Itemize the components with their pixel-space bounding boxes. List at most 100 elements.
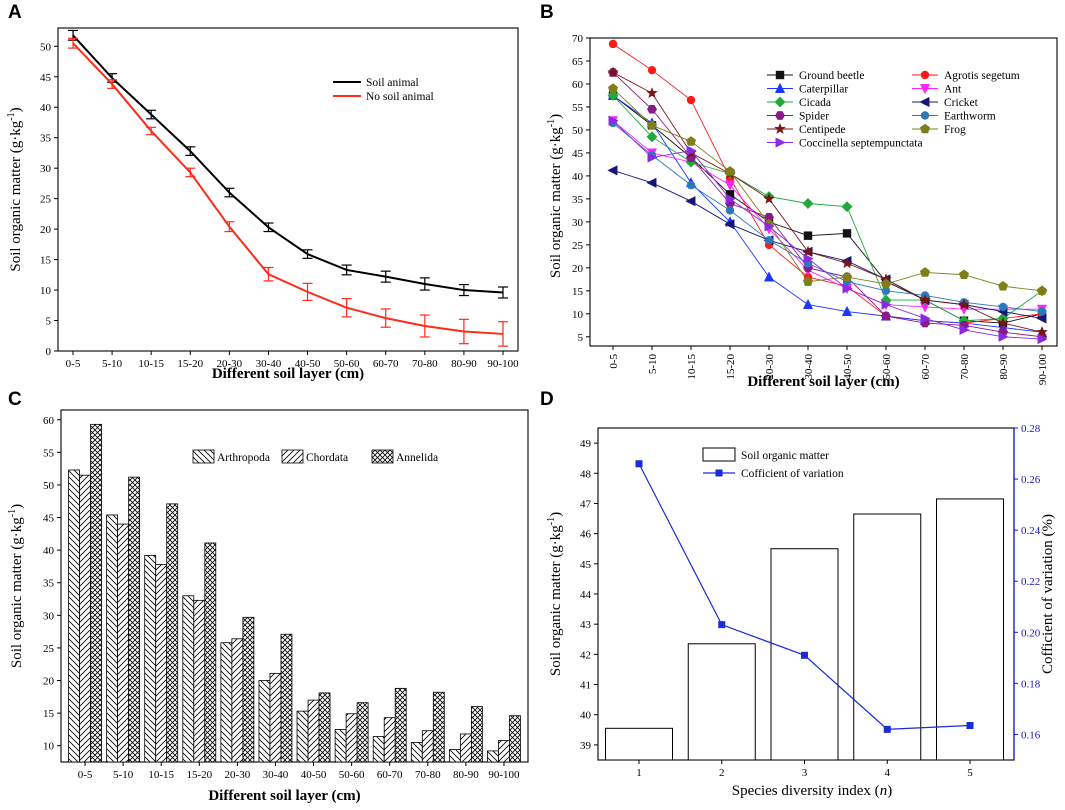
a-ytick-label: 10 <box>40 285 52 297</box>
a-y-axis-title: Soil organic matter (g·kg-1) <box>6 107 24 271</box>
a-xtick-label: 20-30 <box>217 358 243 370</box>
b-point-coccinella-septempunctata <box>842 283 853 294</box>
b-point-coccinella-septempunctata <box>803 253 814 264</box>
b-legend-marker <box>774 82 786 93</box>
a-plot-frame <box>57 27 519 352</box>
c-plot-frame <box>60 409 529 763</box>
c-xtick-label: 0-5 <box>78 769 93 781</box>
d-y2tick-label: 0.22 <box>1021 576 1040 588</box>
b-xtick-label: 20-30 <box>764 354 776 380</box>
c-xtick-label: 30-40 <box>263 769 289 781</box>
chart-panel-c: 10 15 20 25 30 35 40 45 50 55 60 0-5 5-10 10-15 15-20 2… <box>7 409 529 804</box>
b-ytick-label: 40 <box>572 171 584 183</box>
b-xtick-label: 0-5 <box>608 354 620 369</box>
c-ytick-label: 15 <box>43 708 55 720</box>
b-point-centipede <box>802 245 814 257</box>
d-point-cofficient-of-variation <box>966 722 974 730</box>
c-ytick-label: 40 <box>43 545 55 557</box>
c-bar-arthropoda <box>144 554 157 763</box>
c-bar-chordata <box>231 638 244 763</box>
a-xtick-label: 5-10 <box>102 358 123 370</box>
b-ytick-label: 45 <box>572 148 584 160</box>
d-y2tick-label: 0.24 <box>1021 525 1041 537</box>
b-point-coccinella-septempunctata <box>1037 333 1048 345</box>
b-ytick-label: 20 <box>572 263 584 275</box>
b-point-coccinella-septempunctata <box>725 193 736 205</box>
b-point-agrotis-segetum <box>686 95 696 105</box>
b-legend-label: Ant <box>944 84 962 96</box>
c-bar-arthropoda <box>182 595 195 763</box>
b-series-line-centipede <box>612 72 1043 333</box>
b-point-ground-beetle <box>725 190 735 199</box>
c-bar-chordata <box>459 733 472 763</box>
b-xtick-label: 15-20 <box>725 354 737 380</box>
c-y-axis-title: Soil organic matter (g·kg-1) <box>7 504 25 668</box>
panel-label-a: A <box>8 2 22 23</box>
a-xtick-label: 90-100 <box>487 358 519 370</box>
c-bar-annelida <box>204 542 217 763</box>
b-point-centipede <box>763 192 775 204</box>
d-legend-label: Cofficient of variation <box>741 468 844 480</box>
b-point-frog <box>646 120 658 130</box>
a-ytick-label: 0 <box>46 346 52 358</box>
a-ytick-label: 45 <box>40 72 52 84</box>
d-y2tick-label: 0.26 <box>1021 474 1041 486</box>
b-point-centipede <box>958 298 970 310</box>
b-point-coccinella-septempunctata <box>959 324 970 336</box>
b-point-cicada <box>802 197 814 210</box>
b-point-frog <box>1036 285 1048 296</box>
b-y-axis-title: Soil organic matter (g·kg-1) <box>546 114 564 278</box>
a-xtick-label: 40-50 <box>295 358 321 370</box>
c-legend-label: Chordata <box>306 452 348 464</box>
d-legend-label: Soil organic matter <box>741 450 829 462</box>
b-point-coccinella-septempunctata <box>881 299 892 310</box>
c-ytick-label: 25 <box>43 643 55 655</box>
d-xtick-label: 2 <box>719 767 725 779</box>
b-ytick-label: 10 <box>572 309 584 321</box>
c-bar-annelida <box>280 633 293 763</box>
a-x-axis-title: Different soil layer (cm) <box>212 366 364 382</box>
b-legend-marker <box>774 96 786 108</box>
c-legend-label: Arthropoda <box>217 452 270 464</box>
c-bar-annelida <box>432 691 445 763</box>
b-point-spider <box>647 104 657 114</box>
b-ytick-label: 60 <box>572 79 584 91</box>
a-series-line-no-soil-animal <box>72 42 504 335</box>
d-y2tick-label: 0.18 <box>1021 678 1041 690</box>
b-series-line-cricket <box>612 169 1043 319</box>
a-xtick-label: 10-15 <box>138 358 164 370</box>
c-legend-swatch <box>281 449 304 464</box>
b-point-caterpillar <box>763 271 775 282</box>
b-point-frog <box>958 269 970 280</box>
b-point-cricket <box>607 165 618 176</box>
c-xtick-label: 90-100 <box>488 769 520 781</box>
b-ytick-label: 15 <box>572 286 584 298</box>
c-ytick-label: 60 <box>43 415 55 427</box>
d-x-axis-title: Species diversity index (n) <box>732 783 892 799</box>
d-point-cofficient-of-variation <box>801 651 808 659</box>
b-legend-marker <box>775 137 786 148</box>
b-xtick-label: 5-10 <box>647 354 659 375</box>
b-series-line-frog <box>612 88 1043 292</box>
c-bar-annelida <box>90 423 102 763</box>
c-bar-chordata <box>269 672 282 763</box>
b-ytick-label: 25 <box>572 240 584 252</box>
a-xtick-label: 70-80 <box>412 358 438 370</box>
d-legend-swatch-bar <box>702 447 736 462</box>
b-legend-label: Frog <box>944 124 966 136</box>
b-point-spider <box>881 311 891 321</box>
c-ytick-label: 50 <box>43 480 55 492</box>
b-point-frog <box>724 166 736 176</box>
chart-panel-d: 39404142434445464748490.160.180.200.220.… <box>546 423 1056 799</box>
b-point-frog <box>841 271 853 282</box>
c-bar-arthropoda <box>410 742 423 763</box>
b-x-axis-title: Different soil layer (cm) <box>747 374 899 390</box>
c-bar-chordata <box>498 740 510 763</box>
d-ytick-label: 40 <box>580 710 592 722</box>
b-legend-marker <box>775 111 785 120</box>
d-ytick-label: 42 <box>580 649 591 661</box>
c-xtick-label: 60-70 <box>377 769 403 781</box>
c-ytick-label: 30 <box>43 610 55 622</box>
b-point-centipede <box>841 257 853 269</box>
b-legend-label: Cricket <box>944 97 979 109</box>
